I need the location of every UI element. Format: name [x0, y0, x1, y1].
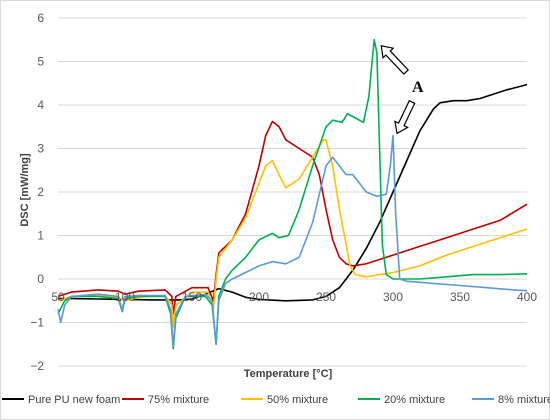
y-tick-label: 1: [37, 229, 44, 243]
y-tick-label: 6: [37, 11, 44, 25]
annotation-arrow-1: [380, 44, 410, 75]
series-line-2: [57, 120, 528, 315]
y-tick-labels: −2 −1 0 1 2 3 4 5 6: [30, 11, 44, 373]
y-tick-label: 5: [37, 55, 44, 69]
x-tick-labels: 50 100 150 200 250 300 350 400: [51, 290, 537, 304]
series-line-3: [57, 139, 528, 328]
legend-label: Pure PU new foam: [28, 394, 120, 406]
annotation: A: [380, 44, 424, 135]
x-tick-label: 400: [517, 290, 537, 304]
x-tick-label: 300: [383, 290, 403, 304]
legend-label: 50% mixture: [267, 394, 328, 406]
legend-label: 75% mixture: [148, 394, 209, 406]
series-lines: [57, 39, 528, 350]
x-tick-label: 50: [51, 290, 65, 304]
x-axis-title: Temperature [°C]: [244, 368, 333, 380]
series-line-4: [57, 39, 528, 350]
legend: Pure PU new foam 75% mixture 50% mixture 20…: [2, 394, 550, 406]
x-tick-label: 250: [316, 290, 336, 304]
y-tick-label: 0: [37, 272, 44, 286]
y-axis-title: DSC [mW/mg]: [19, 153, 31, 227]
gridlines: [58, 17, 527, 367]
x-tick-label: 200: [249, 290, 269, 304]
legend-label: 8% mixture: [498, 394, 550, 406]
x-tick-label: 150: [182, 290, 202, 304]
y-tick-label: 2: [37, 185, 44, 199]
annotation-label: A: [412, 79, 424, 96]
y-tick-label: −1: [30, 316, 44, 330]
series-line-1: [58, 83, 528, 302]
series-line-5: [57, 134, 528, 348]
y-tick-label: 3: [37, 142, 44, 156]
y-tick-label: 4: [37, 98, 44, 112]
y-tick-label: −2: [30, 359, 44, 373]
annotation-arrow-2: [394, 99, 416, 135]
x-tick-label: 100: [115, 290, 135, 304]
legend-label: 20% mixture: [384, 394, 445, 406]
x-tick-label: 350: [450, 290, 470, 304]
